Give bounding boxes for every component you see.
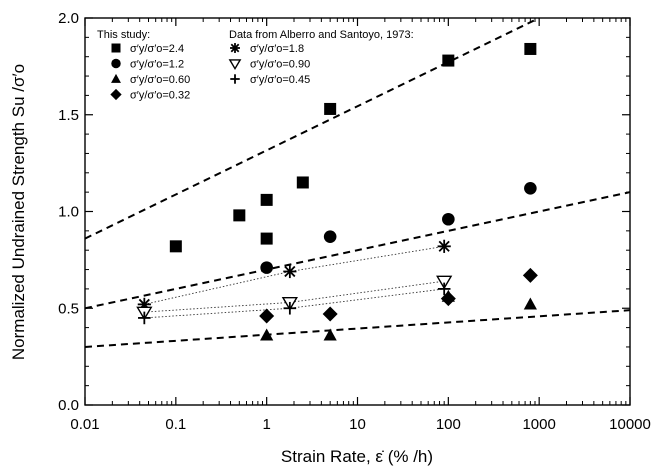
legend-item: σ′y/σ′o=0.32 bbox=[110, 88, 190, 102]
legend-label: σ′y/σ′o=2.4 bbox=[130, 43, 184, 55]
y-axis-label: Normalized Undrained Strength Su /σ′o bbox=[9, 64, 28, 360]
x-tick-label: 0.1 bbox=[165, 416, 186, 433]
data-point-circle bbox=[260, 261, 273, 274]
data-point-circle bbox=[323, 230, 337, 243]
legend-label: σ′y/σ′o=1.2 bbox=[130, 59, 184, 71]
data-point-diamond bbox=[322, 306, 338, 322]
data-point-square bbox=[324, 102, 337, 115]
data-point-plus bbox=[437, 282, 451, 296]
data-point-asterisk bbox=[283, 264, 297, 279]
dotted-trend-lines bbox=[144, 245, 445, 319]
dashed-bound-line-1 bbox=[85, 18, 540, 240]
legend: This study: Data from Alberro and Santoy… bbox=[97, 29, 414, 102]
legend-item: σ′y/σ′o=0.45 bbox=[230, 74, 310, 86]
data-point-asterisk bbox=[437, 239, 451, 253]
legend-marker-asterisk bbox=[230, 43, 240, 53]
dotted-trend-line-2 bbox=[144, 280, 445, 313]
x-axis-label: Strain Rate, ε̇ (% /h) bbox=[281, 447, 433, 466]
dotted-trend-line-3 bbox=[144, 288, 445, 319]
data-point-diamond bbox=[440, 291, 456, 307]
x-tick-label: 100 bbox=[436, 416, 461, 433]
data-point-triangle bbox=[260, 328, 274, 341]
legend-item: σ′y/σ′o=1.8 bbox=[230, 43, 304, 55]
data-point-diamond bbox=[522, 267, 538, 283]
x-tick-label: 1000 bbox=[522, 416, 555, 433]
data-point-diamond bbox=[259, 308, 275, 324]
dotted-trend-line-1 bbox=[144, 245, 445, 305]
y-tick-label: 1.5 bbox=[58, 107, 79, 124]
x-tick-label: 10000 bbox=[609, 416, 651, 433]
legend-label: σ′y/σ′o=1.8 bbox=[250, 43, 304, 55]
legend-label: σ′y/σ′o=0.32 bbox=[130, 90, 190, 102]
data-point-square bbox=[442, 54, 455, 67]
data-point-square bbox=[233, 209, 246, 222]
y-tick-label: 1.0 bbox=[58, 204, 79, 221]
x-tick-label: 1 bbox=[262, 416, 270, 433]
x-tick-label: 10 bbox=[349, 416, 366, 433]
dashed-bound-lines bbox=[85, 18, 630, 348]
y-tick-label: 0.5 bbox=[58, 300, 79, 317]
legend-marker-triangle-down-open bbox=[228, 59, 242, 71]
legend-label: σ′y/σ′o=0.90 bbox=[250, 59, 310, 71]
data-point-square bbox=[296, 176, 309, 189]
data-point-square bbox=[169, 240, 182, 253]
legend-marker-plus bbox=[230, 74, 240, 84]
data-point-circle bbox=[524, 181, 537, 195]
legend-item: σ′y/σ′o=1.2 bbox=[111, 59, 184, 71]
legend-item: σ′y/σ′o=0.90 bbox=[228, 59, 310, 71]
legend-marker-diamond bbox=[110, 88, 122, 101]
y-tick-label: 0.0 bbox=[58, 397, 79, 414]
data-markers bbox=[136, 42, 538, 341]
data-point-triangle-down-open bbox=[436, 275, 453, 290]
data-point-triangle bbox=[323, 328, 337, 341]
axis-ticks bbox=[84, 17, 631, 406]
dashed-bound-line-2 bbox=[85, 191, 630, 310]
data-point-square bbox=[524, 42, 537, 55]
y-tick-label: 2.0 bbox=[58, 10, 79, 27]
x-tick-label: 0.01 bbox=[70, 416, 99, 433]
legend-header-alberro-santoyo: Data from Alberro and Santoyo, 1973: bbox=[229, 29, 414, 41]
legend-item: σ′y/σ′o=0.60 bbox=[111, 73, 190, 86]
data-point-square bbox=[260, 232, 273, 245]
axis-tick-labels: 0.01 0.1 1 10 100 1000 10000 0.0 0.5 1.0 1.5 2.0 bbox=[58, 10, 651, 433]
data-point-square bbox=[260, 193, 273, 206]
legend-marker-circle bbox=[111, 58, 121, 69]
legend-label: σ′y/σ′o=0.45 bbox=[250, 74, 310, 86]
legend-label: σ′y/σ′o=0.60 bbox=[130, 74, 190, 86]
data-point-triangle bbox=[523, 297, 537, 310]
dashed-bound-line-3 bbox=[85, 309, 630, 348]
legend-item: σ′y/σ′o=2.4 bbox=[111, 43, 184, 55]
data-point-plus bbox=[283, 301, 297, 315]
legend-marker-triangle bbox=[111, 73, 121, 83]
legend-header-this-study: This study: bbox=[97, 29, 150, 41]
data-point-circle bbox=[442, 212, 455, 226]
legend-marker-square bbox=[111, 43, 121, 53]
data-point-plus bbox=[138, 311, 151, 325]
